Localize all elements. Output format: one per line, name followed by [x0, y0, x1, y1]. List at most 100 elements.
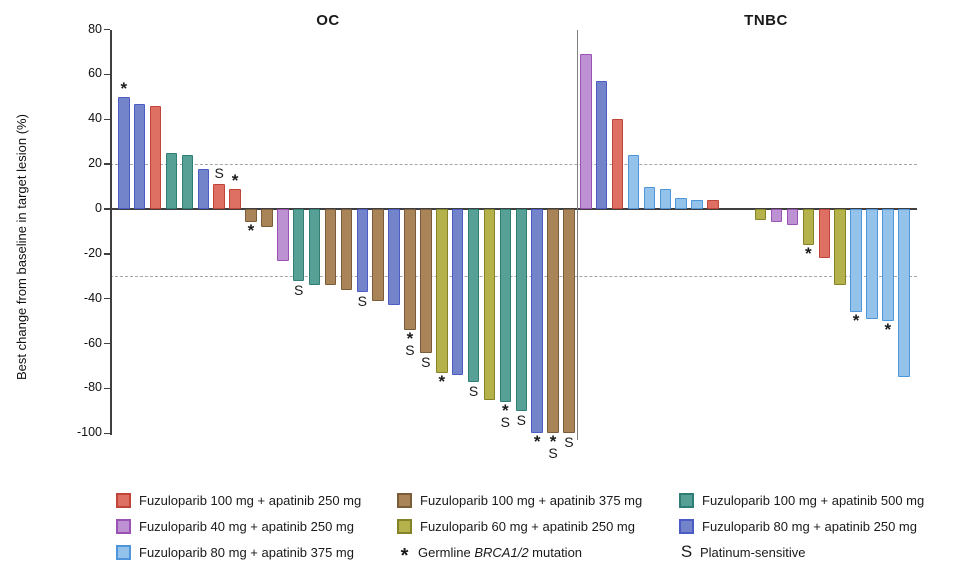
patient-bar — [133, 103, 146, 209]
patient-bar — [324, 209, 337, 286]
y-tick-label: 20 — [88, 156, 102, 171]
y-tick-label: -60 — [83, 335, 102, 350]
y-axis-tick — [104, 387, 110, 390]
y-tick-label: -40 — [83, 290, 102, 305]
patient-bar — [580, 54, 592, 209]
legend-label: Fuzuloparib 100 mg + apatinib 375 mg — [420, 492, 643, 508]
patient-bar — [898, 209, 910, 378]
y-axis-tick — [104, 297, 110, 300]
platinum-sensitive-mark: S — [516, 411, 526, 428]
y-axis-tick — [104, 163, 110, 165]
legend-swatch — [397, 518, 412, 534]
patient-bar — [277, 209, 289, 261]
platinum-sensitive-mark: S — [357, 293, 367, 309]
legend-swatch — [116, 492, 131, 508]
patient-bar — [483, 209, 496, 400]
bar-annotation: * — [797, 243, 821, 263]
bar-annotation: * — [112, 80, 136, 97]
y-axis-line — [110, 29, 112, 435]
patient-bar — [627, 155, 640, 209]
bar-annotation: * S — [494, 400, 518, 430]
y-axis-tick — [104, 208, 110, 210]
patient-bar — [340, 209, 353, 290]
legend-item-f80a375: Fuzuloparib 80 mg + apatinib 375 mg — [116, 544, 354, 560]
patient-bar — [245, 209, 257, 223]
y-axis-tick — [104, 253, 110, 255]
brca-mutation-mark: * — [438, 371, 446, 391]
legend-label: Germline BRCA1/2 mutation — [418, 545, 582, 560]
y-axis-tick — [104, 118, 110, 121]
brca-mutation-mark: * — [884, 320, 892, 340]
platinum-sensitive-mark: S — [293, 281, 304, 298]
patient-bar — [372, 209, 384, 301]
patient-bar — [818, 209, 830, 259]
legend-item-asterisk: * Germline BRCA1/2 mutation — [397, 544, 582, 567]
bar-annotation: * — [239, 222, 263, 239]
legend-item-f40a250: Fuzuloparib 40 mg + apatinib 250 mg — [116, 518, 354, 534]
brca-mutation-mark: * — [533, 432, 541, 452]
patient-bar — [754, 209, 767, 221]
patient-bar — [643, 186, 656, 209]
y-axis-tick — [104, 28, 110, 31]
patient-bar — [786, 209, 799, 225]
panel-title-oc: OC — [316, 12, 340, 29]
patient-bar — [451, 209, 464, 375]
legend-label: Fuzuloparib 60 mg + apatinib 250 mg — [420, 518, 635, 534]
y-axis-tick — [104, 432, 110, 435]
bar-annotation: S — [207, 166, 231, 181]
patient-bar — [197, 168, 209, 209]
zero-line — [110, 208, 917, 210]
brca-mutation-mark: * — [549, 432, 557, 452]
brca-mutation-mark: * — [231, 170, 239, 190]
bar-annotation: * — [844, 312, 868, 329]
legend-item-f100a250: Fuzuloparib 100 mg + apatinib 250 mg — [116, 492, 361, 508]
y-axis-label: Best change from baseline in target lesi… — [14, 114, 29, 380]
brca-mutation-mark: * — [805, 243, 812, 263]
patient-bar — [292, 209, 305, 281]
bar-annotation: S — [510, 411, 534, 428]
patient-bar — [499, 209, 512, 402]
legend-item-f60a250: Fuzuloparib 60 mg + apatinib 250 mg — [397, 518, 635, 534]
patient-bar — [882, 209, 894, 322]
label-text: Germline — [418, 544, 475, 560]
bar-annotation: * — [430, 371, 454, 391]
legend-label: Fuzuloparib 40 mg + apatinib 250 mg — [139, 518, 354, 534]
patient-bar — [436, 209, 448, 373]
bar-annotation: S — [557, 435, 581, 450]
brca-mutation-mark: * — [502, 400, 509, 420]
patient-bar — [563, 209, 575, 434]
y-tick-label: -20 — [83, 245, 102, 260]
patient-bar — [229, 188, 241, 209]
y-tick-label: 60 — [88, 66, 102, 81]
patient-bar — [802, 209, 815, 245]
legend-swatch — [679, 492, 694, 508]
reference-line — [110, 275, 917, 277]
patient-bar — [707, 200, 719, 209]
y-tick-label: -80 — [83, 380, 102, 395]
y-axis-tick — [104, 342, 110, 345]
patient-bar — [165, 152, 178, 209]
y-tick-label: 40 — [88, 111, 102, 126]
patient-bar — [834, 209, 846, 286]
legend-label: Fuzuloparib 80 mg + apatinib 375 mg — [139, 544, 354, 560]
legend-item-sensitive: S Platinum-sensitive — [679, 543, 806, 560]
patient-bar — [213, 184, 225, 209]
y-tick-label: 0 — [95, 201, 102, 215]
reference-line — [110, 163, 917, 165]
bar-annotation: * — [876, 320, 900, 340]
legend-swatch — [116, 544, 131, 560]
patient-bar — [308, 209, 321, 286]
patient-bar — [691, 200, 703, 209]
patient-bar — [181, 155, 194, 209]
patient-bar — [118, 96, 130, 209]
platinum-sensitive-mark: S — [468, 382, 479, 399]
legend-swatch — [116, 518, 131, 534]
legend-item-f100a500: Fuzuloparib 100 mg + apatinib 500 mg — [679, 492, 924, 508]
gene-name-italic: BRCA1/2 — [474, 544, 529, 560]
patient-bar — [388, 209, 400, 306]
patient-bar — [770, 209, 783, 223]
label-text: mutation — [528, 544, 583, 560]
platinum-sensitive-mark: S — [421, 353, 431, 370]
legend-label: Fuzuloparib 100 mg + apatinib 500 mg — [702, 492, 925, 508]
patient-bar — [149, 105, 162, 209]
